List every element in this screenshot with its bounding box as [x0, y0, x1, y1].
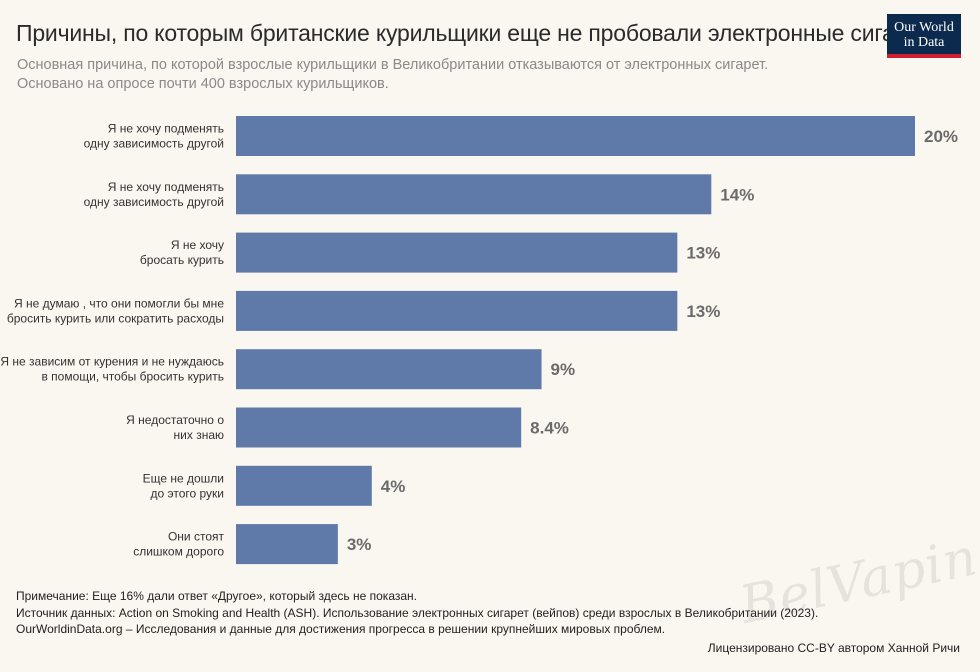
bar-5[interactable] [236, 407, 522, 448]
category-label-4: Я не зависим от курения и не нуждаюсь в п… [0, 355, 224, 384]
logo-line-2: in Data [903, 35, 945, 50]
value-label-1: 14% [720, 185, 754, 204]
category-label-3: Я не думаю , что они помогли бы мне броси… [7, 296, 224, 325]
value-label-2: 13% [686, 244, 720, 263]
license-text: Лицензировано CC-BY автором Ханной Ричи [707, 641, 960, 655]
category-label-0: Я не хочу подменять одну зависимость друг… [84, 122, 224, 151]
bar-7[interactable] [236, 524, 338, 565]
bar-0[interactable] [236, 116, 915, 156]
footer-note: Примечание: Еще 16% дали ответ «Другое»,… [16, 589, 417, 603]
value-label-6: 4% [381, 477, 406, 496]
bar-3[interactable] [236, 290, 678, 331]
category-label-5: Я недостаточно о них знаю [126, 413, 224, 442]
bar-1[interactable] [236, 174, 712, 215]
bar-4[interactable] [236, 349, 542, 390]
value-label-4: 9% [551, 360, 576, 379]
chart-subtitle: Основная причина, по которой взрослые ку… [17, 56, 837, 94]
owid-logo[interactable]: Our World in Data [887, 14, 961, 58]
value-label-3: 13% [686, 302, 720, 321]
footer-source: Источник данных: Action on Smoking and H… [16, 605, 819, 620]
footer-site: OurWorldinData.org – Исследования и данн… [16, 622, 666, 636]
logo-line-1: Our World [894, 20, 954, 35]
bar-2[interactable] [236, 232, 678, 273]
bar-chart: 20% Я не хочу подменять одну зависимость д… [0, 116, 958, 565]
value-label-7: 3% [347, 535, 372, 554]
category-label-6: Еще не дошли до этого руки [143, 471, 224, 500]
subtitle-line-1: Основная причина, по которой взрослые ку… [17, 57, 769, 73]
value-label-0: 20% [924, 127, 958, 146]
chart-title: Причины, по которым британские курильщик… [16, 20, 946, 46]
subtitle-line-2: Основано на опросе почти 400 взрослых ку… [17, 76, 389, 92]
bar-6[interactable] [236, 465, 372, 506]
chart-footer: Примечание: Еще 16% дали ответ «Другое»,… [16, 588, 818, 638]
category-label-1: Я не хочу подменять одну зависимость друг… [84, 180, 224, 209]
category-label-7: Они стоят слишком дорого [133, 530, 224, 559]
category-label-2: Я не хочу бросать курить [140, 238, 224, 267]
value-label-5: 8.4% [530, 419, 569, 438]
